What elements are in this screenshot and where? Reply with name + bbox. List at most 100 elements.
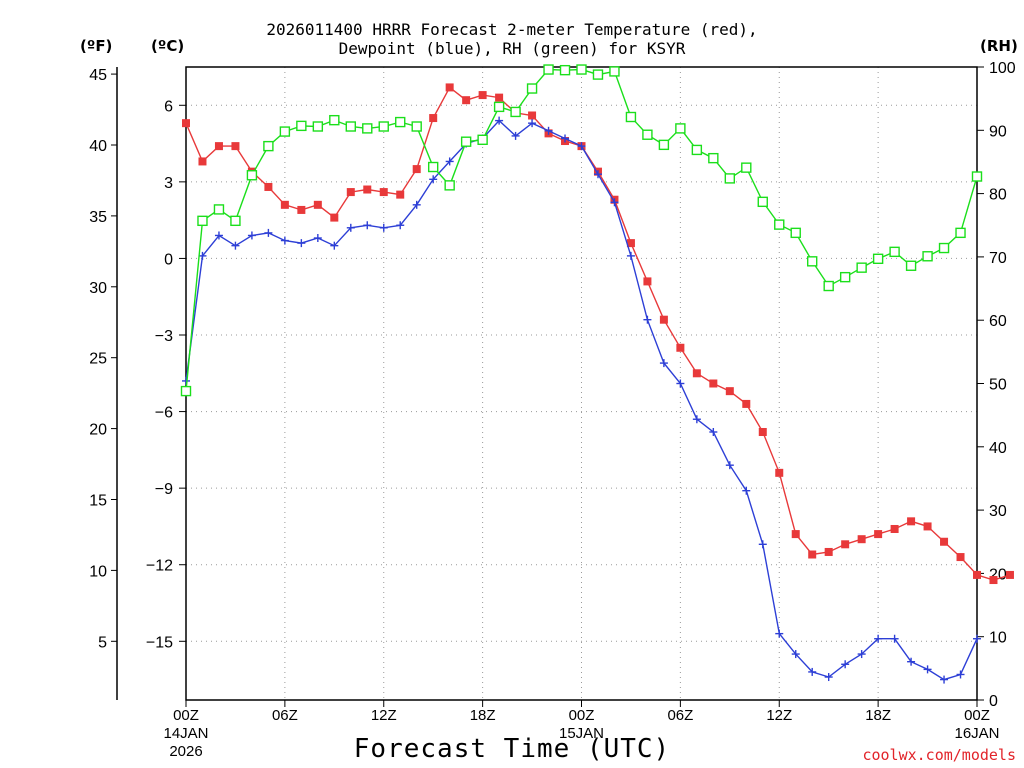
data-point <box>346 223 355 232</box>
rh-tick-label: 90 <box>989 123 1007 140</box>
celsius-tick-label: −15 <box>146 634 173 651</box>
chart-title-line2: Dewpoint (blue), RH (green) for KSYR <box>338 39 686 58</box>
chart-series <box>180 64 1014 684</box>
series-line <box>185 119 978 681</box>
x-tick-label: 00Z <box>964 707 990 724</box>
chart-grid <box>186 67 977 700</box>
data-point <box>526 83 538 94</box>
fahrenheit-tick-label: 10 <box>89 563 107 580</box>
data-point <box>973 634 981 643</box>
data-point <box>312 121 324 132</box>
data-point <box>609 66 620 77</box>
data-point <box>626 251 635 260</box>
data-point <box>593 170 602 179</box>
rh-unit-label: (RH) <box>980 37 1018 55</box>
data-point <box>757 196 768 208</box>
data-point <box>231 241 240 250</box>
data-point <box>429 114 438 123</box>
celsius-tick-label: 0 <box>164 251 173 268</box>
data-point <box>708 152 719 164</box>
data-point <box>905 260 917 271</box>
data-point <box>577 142 586 151</box>
data-point <box>363 185 372 194</box>
data-point <box>758 427 767 436</box>
rh-tick-label: 70 <box>989 250 1007 267</box>
data-point <box>774 219 785 230</box>
x-tick-label: 06Z <box>667 707 693 724</box>
x-tick-label: 00Z <box>569 707 595 724</box>
data-point <box>460 136 472 147</box>
data-point <box>808 550 817 559</box>
series-temperature <box>182 83 1014 585</box>
data-point <box>495 93 504 102</box>
data-point <box>857 650 866 659</box>
fahrenheit-tick-label: 40 <box>89 138 107 155</box>
data-point <box>279 126 291 137</box>
data-point <box>214 231 223 240</box>
data-point <box>642 129 653 140</box>
celsius-tick-label: −6 <box>155 405 173 422</box>
data-point <box>198 251 207 260</box>
x-tick-label: 14JAN <box>163 725 208 742</box>
data-point <box>973 570 981 579</box>
data-point <box>345 121 356 132</box>
data-point <box>709 379 718 388</box>
data-point <box>264 182 273 191</box>
data-point <box>379 223 388 232</box>
data-point <box>709 427 718 436</box>
rh-tick-label: 0 <box>989 693 998 710</box>
data-point <box>429 175 438 184</box>
data-point <box>313 200 322 209</box>
data-point <box>692 369 701 378</box>
data-point <box>296 120 307 132</box>
celsius-unit-label: (ºC) <box>151 37 185 55</box>
data-point <box>956 553 965 562</box>
data-point <box>543 64 554 75</box>
data-point <box>559 64 571 76</box>
x-tick-label: 18Z <box>865 707 891 724</box>
fahrenheit-tick-label: 35 <box>89 209 107 226</box>
data-point <box>230 215 241 227</box>
data-point <box>874 634 883 643</box>
rh-tick-label: 50 <box>989 377 1007 394</box>
data-point <box>922 251 933 262</box>
data-point <box>742 399 751 408</box>
data-point <box>790 227 801 239</box>
data-point <box>823 280 834 292</box>
series-rh <box>180 64 983 397</box>
data-point <box>938 242 950 254</box>
data-point <box>907 657 916 666</box>
data-point <box>445 157 454 166</box>
rh-tick-label: 10 <box>989 630 1007 647</box>
data-point <box>493 101 505 113</box>
data-point <box>411 121 422 132</box>
data-point <box>659 315 668 324</box>
data-point <box>528 119 537 128</box>
data-point <box>329 114 340 126</box>
data-point <box>676 343 685 352</box>
fahrenheit-tick-label: 25 <box>89 351 107 368</box>
data-point <box>395 116 406 128</box>
data-point <box>824 547 833 556</box>
data-point <box>528 111 537 120</box>
data-point <box>561 134 570 143</box>
plot-frame <box>185 66 978 701</box>
data-point <box>544 126 553 135</box>
rh-tick-label: 100 <box>989 60 1016 77</box>
celsius-tick-label: 6 <box>164 98 173 115</box>
data-point <box>478 91 487 100</box>
data-point <box>872 253 884 264</box>
x-tick-label: 15JAN <box>559 725 604 742</box>
data-point <box>741 162 752 173</box>
data-point <box>297 205 306 214</box>
data-point <box>808 667 817 676</box>
x-tick-label: 00Z <box>173 707 199 724</box>
data-point <box>791 650 800 659</box>
data-point <box>246 170 258 181</box>
data-point <box>313 234 322 243</box>
data-point <box>445 83 454 92</box>
data-point <box>857 535 866 544</box>
rh-tick-label: 30 <box>989 503 1007 520</box>
rh-tick-label: 60 <box>989 313 1007 330</box>
data-point <box>396 221 405 230</box>
